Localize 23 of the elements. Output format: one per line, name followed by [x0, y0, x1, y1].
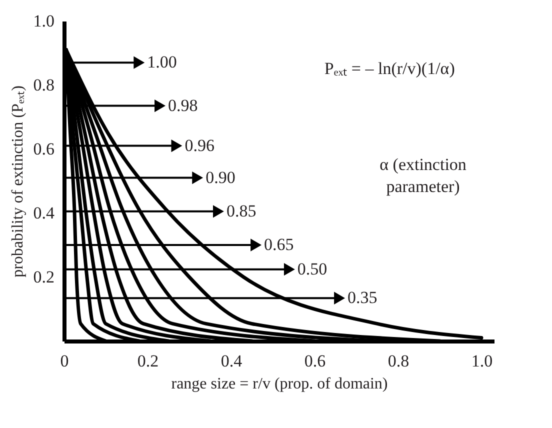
annotation: 0.50 [297, 259, 328, 278]
annotation: 0.96 [184, 136, 214, 155]
annotation: Pₑₓₜ = – ln(r/v)(1/α) [324, 59, 455, 78]
x-tick-label: 1.0 [471, 352, 493, 370]
y-tick-label: 0.2 [33, 268, 54, 286]
y-tick-label: 0.4 [33, 204, 55, 222]
y-axis-title: probability of extinction (Pₑₓₜ) [9, 86, 26, 278]
x-tick-label: 0.4 [220, 352, 243, 370]
annotation: 0.65 [264, 235, 294, 254]
y-tick-label: 0.8 [33, 76, 54, 94]
x-tick-label: 0 [60, 352, 69, 370]
annotation: α (extinction parameter) [380, 155, 467, 196]
annotation: 0.35 [348, 288, 378, 308]
annotation: 0.98 [168, 96, 198, 115]
annotation: 1.00 [147, 52, 177, 72]
x-tick-label: 0.8 [388, 352, 410, 370]
y-tick-label: 0.6 [33, 140, 54, 158]
x-axis-title: range size = r/v (prop. of domain) [171, 376, 388, 392]
x-tick-label: 0.6 [304, 352, 326, 370]
annotation: 0.85 [226, 201, 256, 220]
annotation: 0.90 [206, 168, 236, 187]
y-tick-label: 1.0 [33, 12, 54, 30]
x-tick-label: 0.2 [137, 352, 159, 370]
